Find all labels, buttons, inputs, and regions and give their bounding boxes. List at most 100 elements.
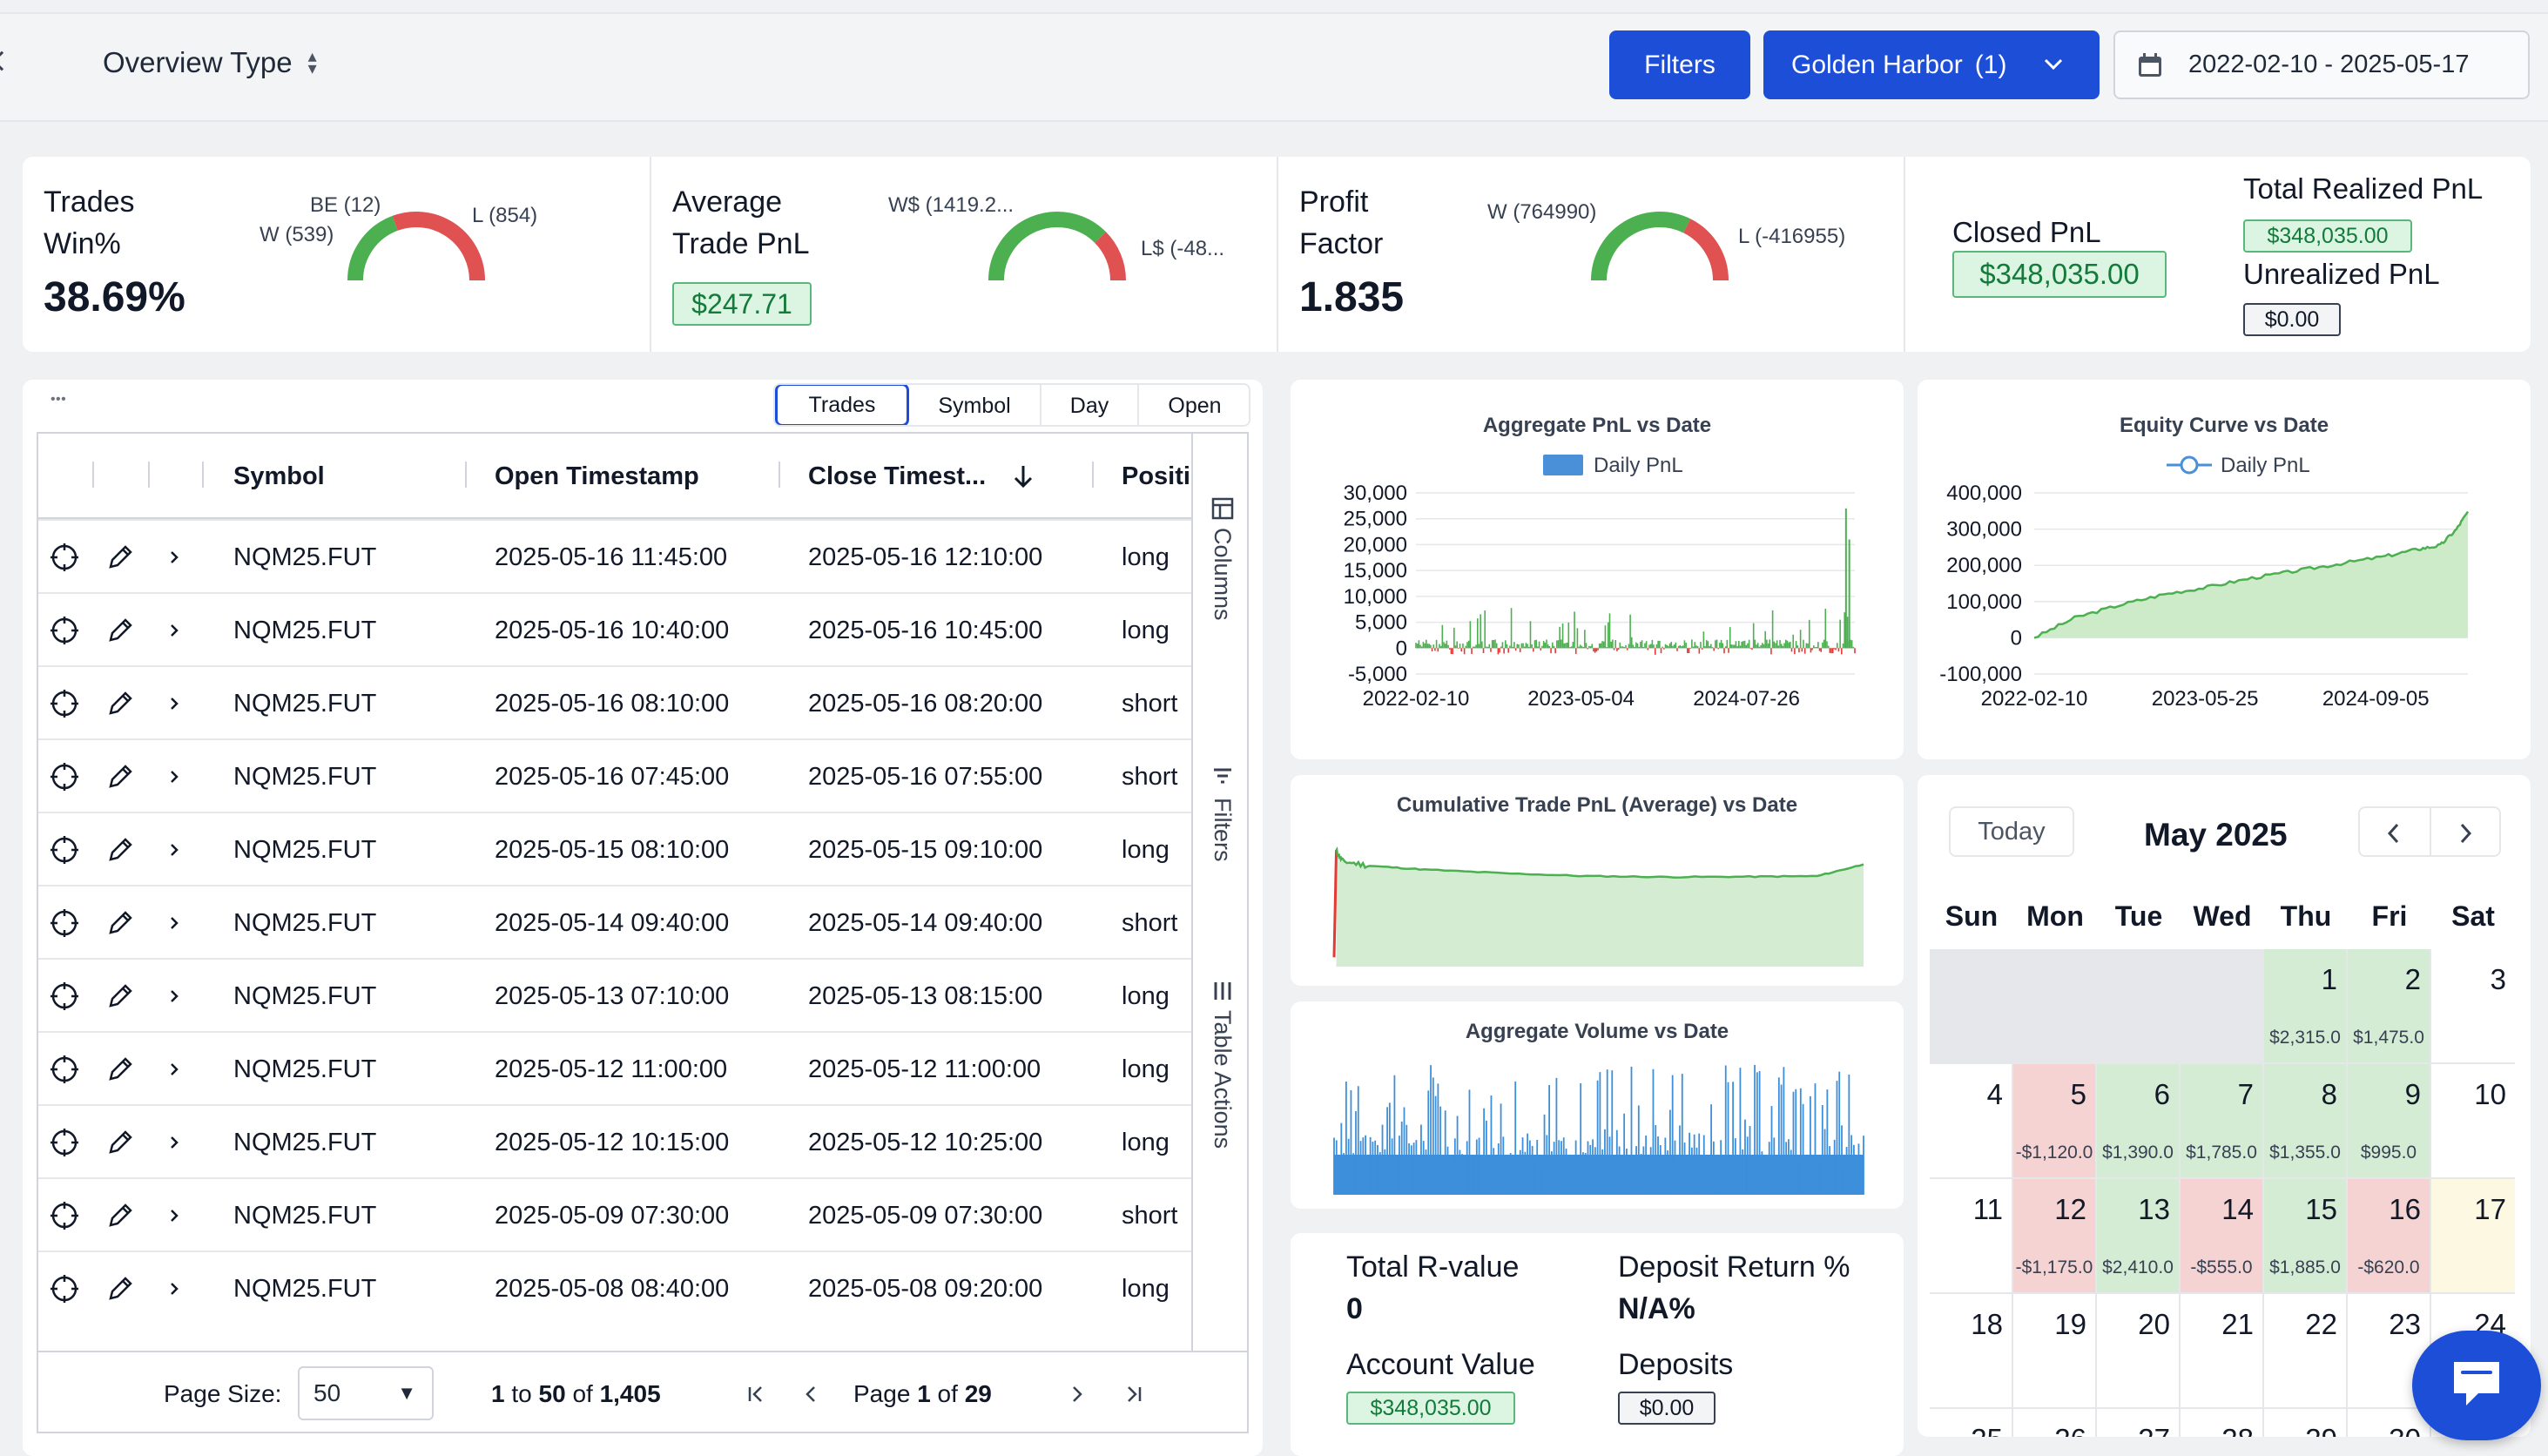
crosshair-icon[interactable] [49,615,80,646]
edit-pencil-icon[interactable] [104,834,136,866]
calendar-day[interactable]: 22 [2264,1294,2348,1409]
expand-row-icon[interactable] [158,907,190,939]
columns-icon[interactable] [1210,496,1235,521]
edit-pencil-icon[interactable] [104,688,136,719]
columns-panel-tab[interactable]: Columns [1210,528,1236,621]
expand-row-icon[interactable] [158,1200,190,1231]
edit-pencil-icon[interactable] [104,1054,136,1085]
crosshair-icon[interactable] [49,1273,80,1304]
calendar-day[interactable]: 13 $2,410.0 [2097,1179,2181,1294]
expand-row-icon[interactable] [158,1273,190,1304]
calendar-day[interactable]: 16 -$620.0 [2348,1179,2431,1294]
calendar-day[interactable]: 7 $1,785.0 [2181,1064,2264,1179]
calendar-day[interactable]: 4 [1930,1064,2013,1179]
expand-row-icon[interactable] [158,981,190,1012]
expand-row-icon[interactable] [158,1127,190,1158]
crosshair-icon[interactable] [49,688,80,719]
calendar-day[interactable]: 19 [2013,1294,2097,1409]
calendar-day[interactable]: 3 [2431,949,2515,1064]
expand-row-icon[interactable] [158,688,190,719]
table-row[interactable]: NQM25.FUT 2025-05-16 07:45:00 2025-05-16 0… [38,738,1191,812]
calendar-day[interactable]: 10 [2431,1064,2515,1179]
calendar-day[interactable]: 17 [2431,1179,2515,1294]
tab-trades[interactable]: Trades [775,385,909,425]
col-header-close[interactable]: Close Timest... [808,462,987,490]
last-page-icon[interactable] [1123,1384,1144,1405]
table-row[interactable]: NQM25.FUT 2025-05-16 10:40:00 2025-05-16 1… [38,592,1191,665]
edit-pencil-icon[interactable] [104,542,136,573]
filter-lines-icon[interactable] [1210,766,1235,791]
tab-symbol[interactable]: Symbol [909,385,1041,425]
next-page-icon[interactable] [1066,1384,1087,1405]
edit-pencil-icon[interactable] [104,981,136,1012]
crosshair-icon[interactable] [49,542,80,573]
table-row[interactable]: NQM25.FUT 2025-05-16 08:10:00 2025-05-16 0… [38,665,1191,738]
edit-pencil-icon[interactable] [104,1200,136,1231]
table-actions-icon[interactable] [1210,979,1235,1003]
calendar-day[interactable] [2097,949,2181,1064]
calendar-day[interactable]: 27 [2097,1409,2181,1437]
calendar-day[interactable]: 11 [1930,1179,2013,1294]
calendar-day[interactable]: 5 -$1,120.0 [2013,1064,2097,1179]
drag-handle[interactable]: • • • [51,392,66,407]
prev-page-icon[interactable] [801,1384,822,1405]
table-row[interactable]: NQM25.FUT 2025-05-12 10:15:00 2025-05-12 1… [38,1104,1191,1177]
calendar-day[interactable]: 8 $1,355.0 [2264,1064,2348,1179]
calendar-day[interactable]: 12 -$1,175.0 [2013,1179,2097,1294]
calendar-day[interactable]: 1 $2,315.0 [2264,949,2348,1064]
calendar-day[interactable]: 15 $1,885.0 [2264,1179,2348,1294]
table-row[interactable]: NQM25.FUT 2025-05-08 08:40:00 2025-05-08 0… [38,1250,1191,1324]
calendar-day[interactable]: 29 [2264,1409,2348,1437]
table-row[interactable]: NQM25.FUT 2025-05-13 07:10:00 2025-05-13 0… [38,958,1191,1031]
expand-row-icon[interactable] [158,615,190,646]
col-header-position[interactable]: Positi [1122,462,1190,490]
expand-row-icon[interactable] [158,761,190,792]
sort-desc-icon[interactable] [1012,463,1035,489]
col-header-symbol[interactable]: Symbol [233,462,325,490]
overview-type-select[interactable]: Overview Type ▴ ▾ [103,45,317,80]
calendar-day[interactable]: 30 [2348,1409,2431,1437]
crosshair-icon[interactable] [49,1127,80,1158]
edit-pencil-icon[interactable] [104,1273,136,1304]
crosshair-icon[interactable] [49,761,80,792]
crosshair-icon[interactable] [49,834,80,866]
tab-day[interactable]: Day [1041,385,1139,425]
expand-row-icon[interactable] [158,834,190,866]
expand-row-icon[interactable] [158,542,190,573]
calendar-day[interactable]: 20 [2097,1294,2181,1409]
calendar-day[interactable]: 25 [1930,1409,2013,1437]
table-row[interactable]: NQM25.FUT 2025-05-12 11:00:00 2025-05-12 1… [38,1031,1191,1104]
table-row[interactable]: NQM25.FUT 2025-05-16 11:45:00 2025-05-16 1… [38,519,1191,592]
calendar-day[interactable]: 9 $995.0 [2348,1064,2431,1179]
crosshair-icon[interactable] [49,1054,80,1085]
filters-panel-tab[interactable]: Filters [1210,798,1236,862]
col-header-open[interactable]: Open Timestamp [495,462,699,490]
crosshair-icon[interactable] [49,1200,80,1231]
calendar-day[interactable]: 2 $1,475.0 [2348,949,2431,1064]
today-button[interactable]: Today [1949,806,2074,857]
calendar-day[interactable]: 14 -$555.0 [2181,1179,2264,1294]
chart-legend[interactable]: Daily PnL [1543,454,1683,477]
table-row[interactable]: NQM25.FUT 2025-05-09 07:30:00 2025-05-09 0… [38,1177,1191,1250]
page-size-select[interactable]: 50 ▼ [298,1366,434,1420]
calendar-day[interactable]: 21 [2181,1294,2264,1409]
table-actions-panel-tab[interactable]: Table Actions [1210,1010,1236,1149]
edit-pencil-icon[interactable] [104,615,136,646]
calendar-day[interactable] [2013,949,2097,1064]
filters-button[interactable]: Filters [1609,30,1750,99]
calendar-day[interactable]: 18 [1930,1294,2013,1409]
calendar-day[interactable]: 26 [2013,1409,2097,1437]
prev-month-icon[interactable] [2383,822,2405,845]
crosshair-icon[interactable] [49,981,80,1012]
chart-legend[interactable]: Daily PnL [2167,454,2310,477]
calendar-day[interactable]: 6 $1,390.0 [2097,1064,2181,1179]
chat-launcher[interactable] [2412,1331,2541,1440]
first-page-icon[interactable] [745,1384,766,1405]
calendar-day[interactable] [1930,949,2013,1064]
account-dropdown[interactable]: Golden Harbor (1) [1763,30,2100,99]
tab-open[interactable]: Open [1168,393,1222,418]
table-row[interactable]: NQM25.FUT 2025-05-14 09:40:00 2025-05-14 0… [38,885,1191,958]
calendar-day[interactable] [2181,949,2264,1064]
table-row[interactable]: NQM25.FUT 2025-05-15 08:10:00 2025-05-15 0… [38,812,1191,885]
edit-pencil-icon[interactable] [104,1127,136,1158]
